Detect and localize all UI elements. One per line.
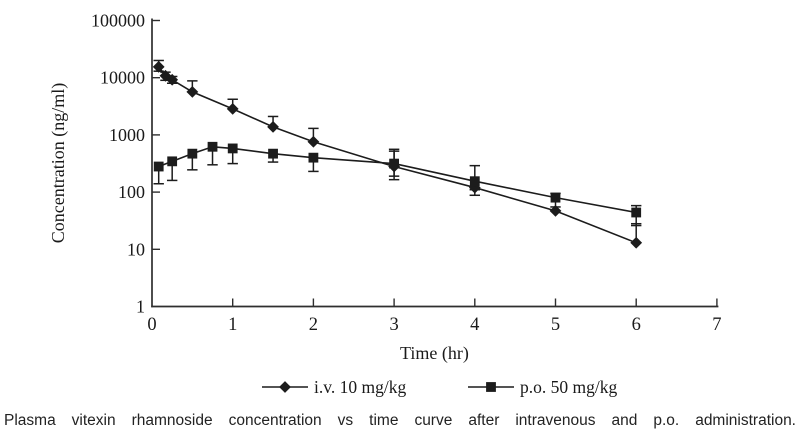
square-marker [207, 141, 218, 152]
square-marker [631, 207, 642, 218]
x-tick-label: 3 [389, 315, 398, 335]
x-tick-label: 7 [712, 315, 721, 335]
diamond-marker [152, 60, 165, 73]
square-marker [389, 158, 399, 169]
square-marker [153, 161, 164, 172]
y-tick-label: 1000 [109, 125, 145, 145]
diamond-marker [159, 69, 172, 82]
legend-diamond-marker [279, 381, 291, 393]
diamond-marker [307, 135, 320, 148]
diamond-marker [166, 73, 179, 86]
square-marker [308, 152, 319, 163]
series-square [153, 141, 642, 227]
legend-label: p.o. 50 mg/kg [520, 377, 617, 397]
figure-caption: Plasma vitexin rhamnoside concentration … [4, 412, 796, 429]
x-tick-label: 2 [309, 315, 318, 335]
legend-entry-diamond: i.v. 10 mg/kg [262, 377, 406, 397]
y-tick-label: 100000 [91, 11, 145, 31]
y-tick-label: 100 [118, 182, 145, 202]
legend-label: i.v. 10 mg/kg [314, 377, 406, 397]
y-tick-label: 1 [136, 297, 145, 317]
y-tick-label: 10000 [100, 68, 145, 88]
diamond-marker [549, 204, 562, 217]
legend-square-marker [486, 382, 496, 392]
y-axis-title: Concentration (ng/ml) [48, 83, 69, 243]
diamond-marker [630, 236, 643, 249]
square-marker [550, 192, 561, 203]
x-tick-label: 0 [147, 315, 156, 335]
x-tick-label: 1 [228, 315, 237, 335]
y-tick-label: 10 [127, 239, 145, 259]
x-tick-label: 4 [470, 315, 479, 335]
square-marker [268, 148, 278, 159]
legend-entry-square: p.o. 50 mg/kg [468, 377, 617, 397]
square-marker [469, 176, 480, 187]
x-axis-title: Time (hr) [400, 343, 469, 364]
x-tick-label: 6 [632, 315, 641, 335]
series-diamond [152, 59, 643, 249]
square-marker [227, 143, 238, 154]
diamond-series-line [158, 66, 637, 244]
square-marker [167, 156, 178, 167]
x-tick-label: 5 [551, 315, 560, 335]
diamond-marker [267, 120, 279, 133]
diamond-marker [186, 85, 199, 98]
diamond-marker [226, 102, 239, 115]
square-marker [187, 148, 198, 159]
